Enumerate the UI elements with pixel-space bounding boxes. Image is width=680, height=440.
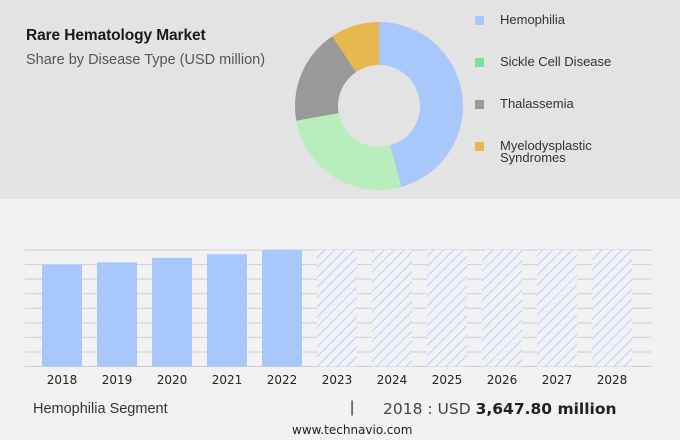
segment-label: Hemophilia Segment	[33, 401, 168, 417]
value-prefix: 2018 : USD	[383, 400, 476, 418]
bar-2020	[152, 257, 192, 367]
x-tick-label: 2027	[542, 373, 573, 387]
forecast-bar-2026	[482, 250, 522, 367]
donut-slice-myelodysplastic-syndromes	[332, 21, 379, 72]
bar-chart: 2018 2019 2020 2021 2022 2023 2024 2025 2026 2027…	[25, 249, 651, 387]
footer-separator: |	[350, 399, 355, 416]
legend-item-myelodysplastic: Myelodysplastic Syndromes	[475, 138, 592, 164]
x-tick-label: 2018	[47, 373, 78, 387]
legend-item-sickle-cell: Sickle Cell Disease	[475, 54, 611, 68]
legend-swatch-icon	[475, 100, 484, 109]
chart-title: Rare Hematology Market	[26, 27, 206, 44]
donut-chart	[295, 21, 463, 190]
segment-value: 2018 : USD 3,647.80 million	[383, 400, 617, 418]
x-tick-label: 2028	[597, 373, 628, 387]
bar-2021	[207, 254, 247, 367]
donut-slice-thalassemia	[295, 36, 357, 121]
legend-label: Thalassemia	[500, 96, 574, 111]
legend-label: Myelodysplastic Syndromes	[500, 138, 592, 165]
legend-swatch-icon	[475, 16, 484, 25]
x-tick-label: 2019	[102, 373, 133, 387]
legend-item-hemophilia: Hemophilia	[475, 12, 565, 26]
forecast-bar-2024	[372, 250, 412, 367]
forecast-bar-2023	[317, 250, 357, 367]
x-tick-label: 2025	[432, 373, 463, 387]
x-tick-label: 2023	[322, 373, 353, 387]
donut-slice-hemophilia	[379, 22, 463, 187]
bar-2019	[97, 262, 137, 367]
legend-label: Hemophilia	[500, 12, 566, 27]
x-tick-label: 2021	[212, 373, 243, 387]
bar-2018	[42, 264, 82, 367]
legend-swatch-icon	[475, 58, 484, 67]
forecast-bar-2027	[537, 250, 577, 367]
value-amount: 3,647.80 million	[475, 400, 617, 418]
bar-2022	[262, 250, 302, 367]
x-tick-label: 2026	[487, 373, 518, 387]
forecast-bar-2028	[592, 250, 632, 367]
website-url: www.technavio.com	[292, 423, 413, 437]
x-tick-label: 2020	[157, 373, 188, 387]
donut-slice-sickle-cell-disease	[296, 113, 402, 190]
x-tick-label: 2024	[377, 373, 408, 387]
forecast-bar-2025	[427, 250, 467, 367]
legend-label: Sickle Cell Disease	[500, 54, 612, 69]
chart-subtitle: Share by Disease Type (USD million)	[26, 52, 266, 68]
x-tick-label: 2022	[267, 373, 298, 387]
legend-item-thalassemia: Thalassemia	[475, 96, 574, 110]
legend-swatch-icon	[475, 142, 484, 151]
